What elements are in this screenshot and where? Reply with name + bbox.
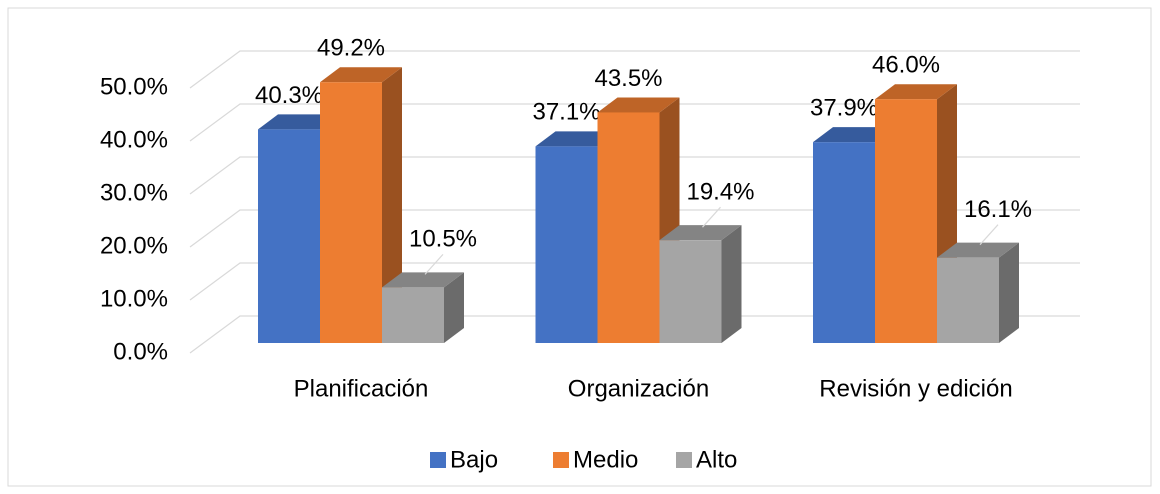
x-tick-label: Revisión y edición [819,375,1012,402]
bar-front [937,257,999,343]
bar-front [258,129,320,343]
legend-swatch [553,452,569,468]
bar-front [659,240,722,343]
grid-line [189,156,1080,195]
y-tick-label: 30.0% [100,179,168,206]
bar-side [999,242,1019,343]
grid-line [189,50,1080,89]
bar-side [382,67,402,344]
value-label: 43.5% [594,65,662,92]
y-tick-label: 50.0% [100,73,168,100]
bar-top [320,67,402,83]
bar-front [535,146,598,343]
value-label: 46.0% [872,52,940,79]
bar-top [382,272,464,288]
bar [937,242,1019,343]
legend-label: Alto [696,446,737,473]
bar-top [258,114,340,130]
value-label: 19.4% [686,179,754,206]
bar-top [659,225,742,241]
x-tick-label: Planificación [294,375,429,402]
bar-top [597,97,680,113]
grid-line [189,315,1080,354]
value-label: 49.2% [317,35,385,62]
legend-swatch [430,452,446,468]
leader-line [702,206,721,228]
bar [382,272,464,343]
y-tick-label: 20.0% [100,232,168,259]
value-label: 16.1% [964,196,1032,223]
legend-label: Bajo [450,446,498,473]
bar-top [937,242,1019,258]
value-label: 40.3% [255,82,323,109]
x-tick-label: Organización [568,375,709,402]
legend-label: Medio [573,446,638,473]
grid-line [189,209,1080,248]
bar-side [444,272,464,343]
bar-front [813,142,875,343]
bar-side [721,225,742,343]
grid-line [189,262,1080,301]
y-tick-label: 0.0% [113,338,168,365]
bar-top [875,84,957,100]
bar [659,225,742,343]
bar [320,67,402,344]
bar-top [535,131,618,147]
value-label: 10.5% [409,226,477,253]
y-tick-label: 40.0% [100,126,168,153]
leader-line [979,224,999,246]
bar-top [813,127,895,143]
legend-swatch [676,452,692,468]
bar-front [382,287,444,343]
bar-front [320,82,382,344]
value-label: 37.1% [532,99,600,126]
y-tick-label: 10.0% [100,285,168,312]
bar-front [875,99,937,343]
value-label: 37.9% [810,94,878,121]
leader-line [424,253,444,275]
grid-line [189,103,1080,142]
bar-front [597,112,660,343]
